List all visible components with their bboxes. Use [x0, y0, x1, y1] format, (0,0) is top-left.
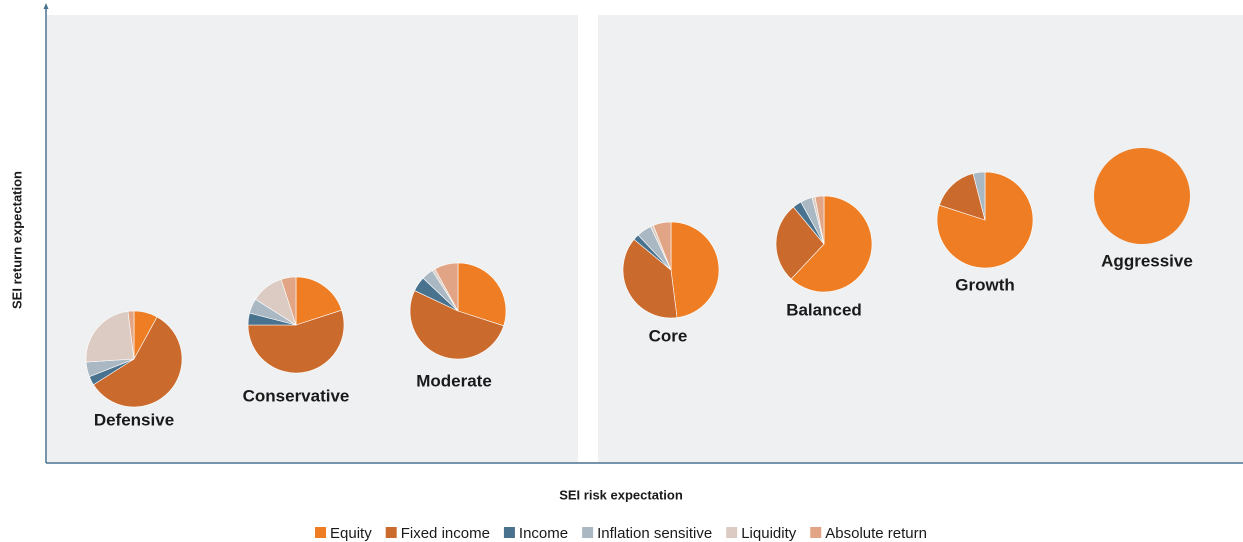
pie-slice: [790, 195, 873, 293]
pie-label: Conservative: [243, 386, 350, 405]
pie-label: Aggressive: [1101, 251, 1193, 270]
legend-label: Income: [519, 525, 568, 542]
legend-label: Absolute return: [825, 525, 927, 542]
x-axis-label: SEI risk expectation: [559, 487, 683, 502]
legend-label: Equity: [330, 525, 372, 542]
pie-slice: [295, 276, 343, 326]
pie-label: Defensive: [94, 410, 174, 429]
pie-slice: [622, 238, 678, 319]
y-axis-arrow: [43, 3, 49, 9]
pie-slice: [775, 206, 825, 280]
pie-slice: [247, 309, 345, 374]
pie-slice: [1094, 148, 1190, 244]
legend-swatch: [385, 527, 397, 538]
legend-label: Liquidity: [741, 525, 797, 542]
legend-label: Inflation sensitive: [597, 525, 712, 542]
pie-slice: [409, 290, 505, 360]
pie-slice: [814, 195, 825, 245]
legend-swatch: [810, 527, 822, 538]
pie-slice: [457, 262, 507, 327]
pie-slice: [670, 221, 720, 318]
pie-label: Core: [649, 326, 688, 345]
legend-label: Fixed income: [401, 525, 490, 542]
pie-label: Moderate: [416, 371, 492, 390]
pie-slice: [280, 276, 297, 326]
legend-swatch: [582, 527, 594, 538]
y-axis-label: SEI return expectation: [9, 171, 24, 309]
pie-slice: [972, 171, 986, 221]
pie-slice: [93, 316, 183, 408]
legend-swatch: [503, 527, 515, 538]
legend-swatch: [726, 527, 738, 538]
pie-slice: [938, 173, 986, 221]
pie-slice: [85, 311, 135, 363]
pie-slice: [434, 262, 459, 312]
pie-label: Growth: [955, 275, 1015, 294]
pie-slice: [652, 221, 672, 271]
legend-swatch: [315, 527, 327, 538]
pie-label: Balanced: [786, 300, 862, 319]
pie-slice: [127, 310, 135, 360]
